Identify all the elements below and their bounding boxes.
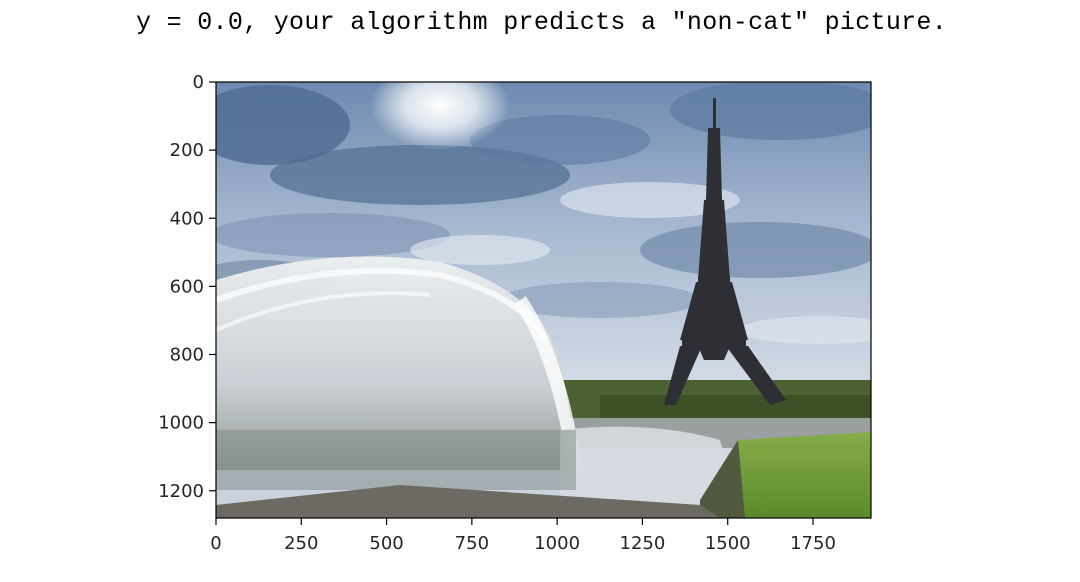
y-tick-label: 200 — [170, 140, 204, 161]
y-tick-label: 1200 — [158, 481, 204, 502]
y-tick-label: 600 — [170, 276, 204, 297]
x-tick-label: 500 — [369, 533, 403, 554]
x-tick-label: 1500 — [705, 533, 751, 554]
fountain — [216, 256, 740, 505]
y-tick-label: 1000 — [158, 413, 204, 434]
x-axis-ticks: 0 250 500 750 1000 1250 1500 1750 — [210, 518, 836, 554]
photo — [216, 82, 871, 518]
x-tick-label: 0 — [210, 533, 221, 554]
sun — [370, 82, 510, 150]
output-text: y = 0.0, your algorithm predicts a "non-… — [136, 8, 948, 37]
grass — [738, 432, 871, 518]
y-tick-label: 0 — [193, 72, 204, 93]
x-tick-label: 1000 — [534, 533, 580, 554]
y-axis-ticks: 0 200 400 600 800 1000 1200 — [158, 72, 216, 502]
y-tick-label: 800 — [170, 345, 204, 366]
eiffel-tower — [664, 98, 786, 405]
ledge — [216, 485, 720, 518]
x-tick-label: 1750 — [790, 533, 836, 554]
x-tick-label: 750 — [455, 533, 489, 554]
x-tick-label: 250 — [284, 533, 318, 554]
axes-frame — [215, 81, 872, 519]
y-tick-label: 400 — [170, 208, 204, 229]
x-tick-label: 1250 — [620, 533, 666, 554]
